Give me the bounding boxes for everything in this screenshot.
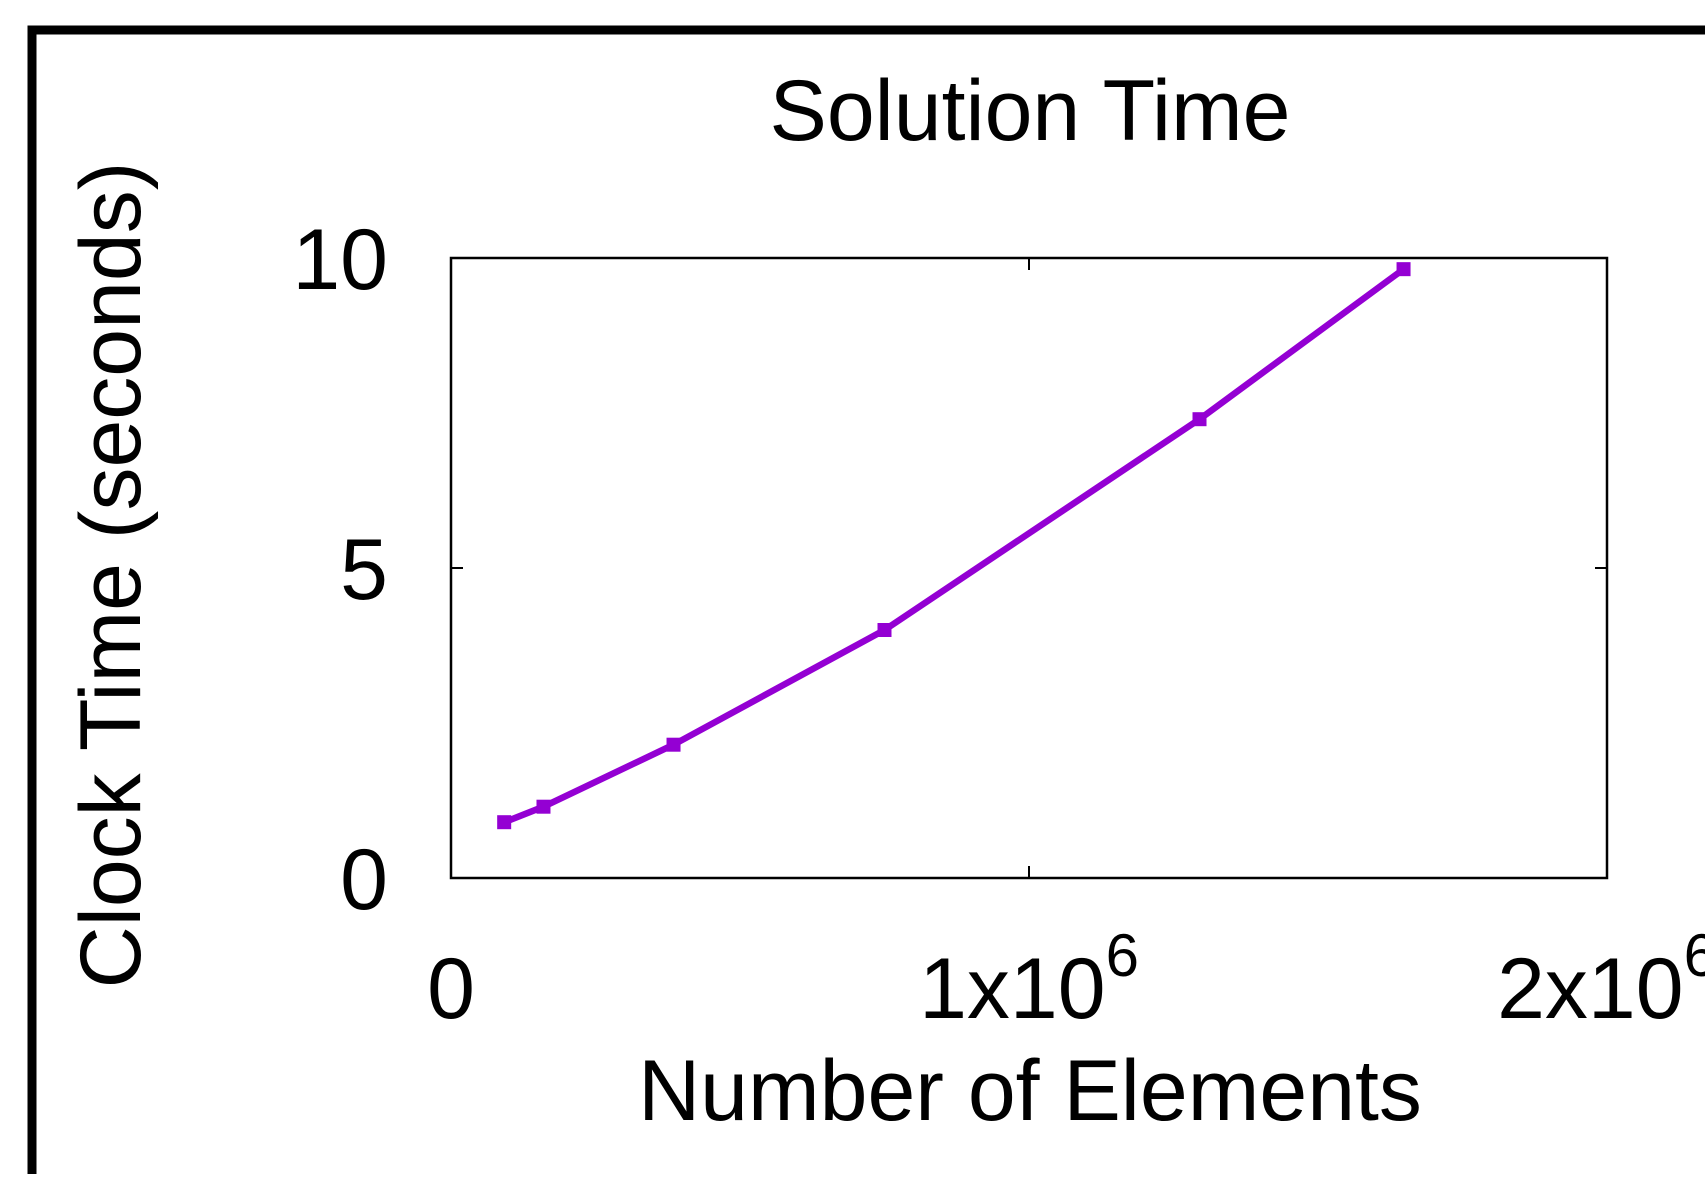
data-point xyxy=(536,799,551,814)
data-point xyxy=(497,815,512,830)
x-tick-label-base: 1x10 xyxy=(919,941,1106,1037)
x-tick-label-exponent: 6 xyxy=(1106,922,1139,989)
x-tick-label: 2x106 xyxy=(1497,922,1705,1037)
series-layer xyxy=(497,262,1411,830)
x-tick-label-base: 0 xyxy=(427,941,475,1037)
y-tick-label: 0 xyxy=(340,832,388,928)
series-line xyxy=(500,265,1407,826)
x-tick-label-exponent: 6 xyxy=(1684,922,1705,989)
y-axis-label: Clock Time (seconds) xyxy=(63,162,159,989)
x-tick-label: 0 xyxy=(427,941,475,1037)
x-tick-label-base: 2x10 xyxy=(1497,941,1684,1037)
y-tick-label: 5 xyxy=(340,522,388,618)
data-point xyxy=(877,623,892,637)
chart-title: Solution Time xyxy=(769,63,1290,159)
y-tick-label: 10 xyxy=(292,212,388,308)
x-axis-label: Number of Elements xyxy=(638,1043,1422,1139)
data-point xyxy=(1396,262,1411,277)
data-point xyxy=(666,737,681,752)
data-point xyxy=(1192,412,1207,427)
figure-frame xyxy=(27,25,1705,1179)
x-tick-label: 1x106 xyxy=(919,922,1139,1037)
plot-area-border xyxy=(449,256,1609,880)
